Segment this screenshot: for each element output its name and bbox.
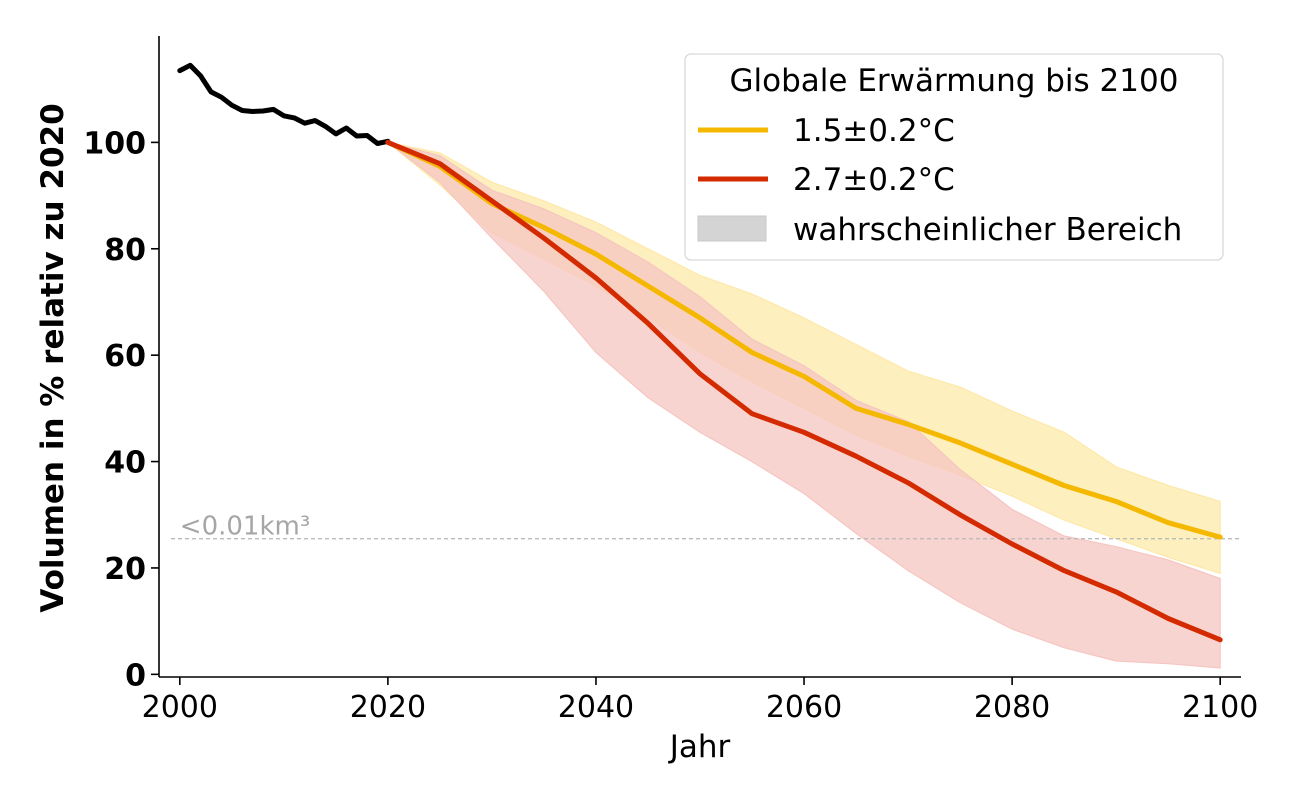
series-line-2	[385, 139, 1223, 643]
legend-label-1-5: 1.5±0.2°C	[793, 113, 955, 149]
series-line-1	[385, 139, 1223, 540]
historical-line	[177, 62, 391, 146]
legend-title: Globale Erwärmung bis 2100	[730, 63, 1179, 99]
legend-label-2-7: 2.7±0.2°C	[793, 162, 955, 198]
y-axis-label: Volumen in % relativ zu 2020	[35, 103, 71, 612]
y-tick-label: 20	[104, 552, 146, 587]
legend-swatch-range	[697, 215, 767, 242]
legend: Globale Erwärmung bis 2100 1.5±0.2°C 2.7…	[684, 53, 1224, 261]
x-tick-label: 2020	[350, 690, 426, 725]
x-tick-label: 2000	[142, 690, 218, 725]
y-tick-label: 80	[104, 233, 146, 268]
y-tick-label: 40	[104, 446, 146, 481]
y-tick-label: 100	[83, 126, 146, 161]
x-tick-label: 2040	[558, 690, 634, 725]
x-tick-label: 2080	[974, 690, 1050, 725]
y-tick-label: 60	[104, 339, 146, 374]
x-tick-label: 2100	[1182, 690, 1258, 725]
threshold-label: <0.01km³	[180, 512, 310, 542]
y-tick-label: 0	[125, 658, 146, 693]
x-axis-label: Jahr	[668, 729, 731, 765]
likely-range-band-2	[387, 141, 1221, 669]
legend-label-range: wahrscheinlicher Bereich	[793, 212, 1182, 248]
x-tick-label: 2060	[766, 690, 842, 725]
legend-box	[684, 53, 1224, 261]
